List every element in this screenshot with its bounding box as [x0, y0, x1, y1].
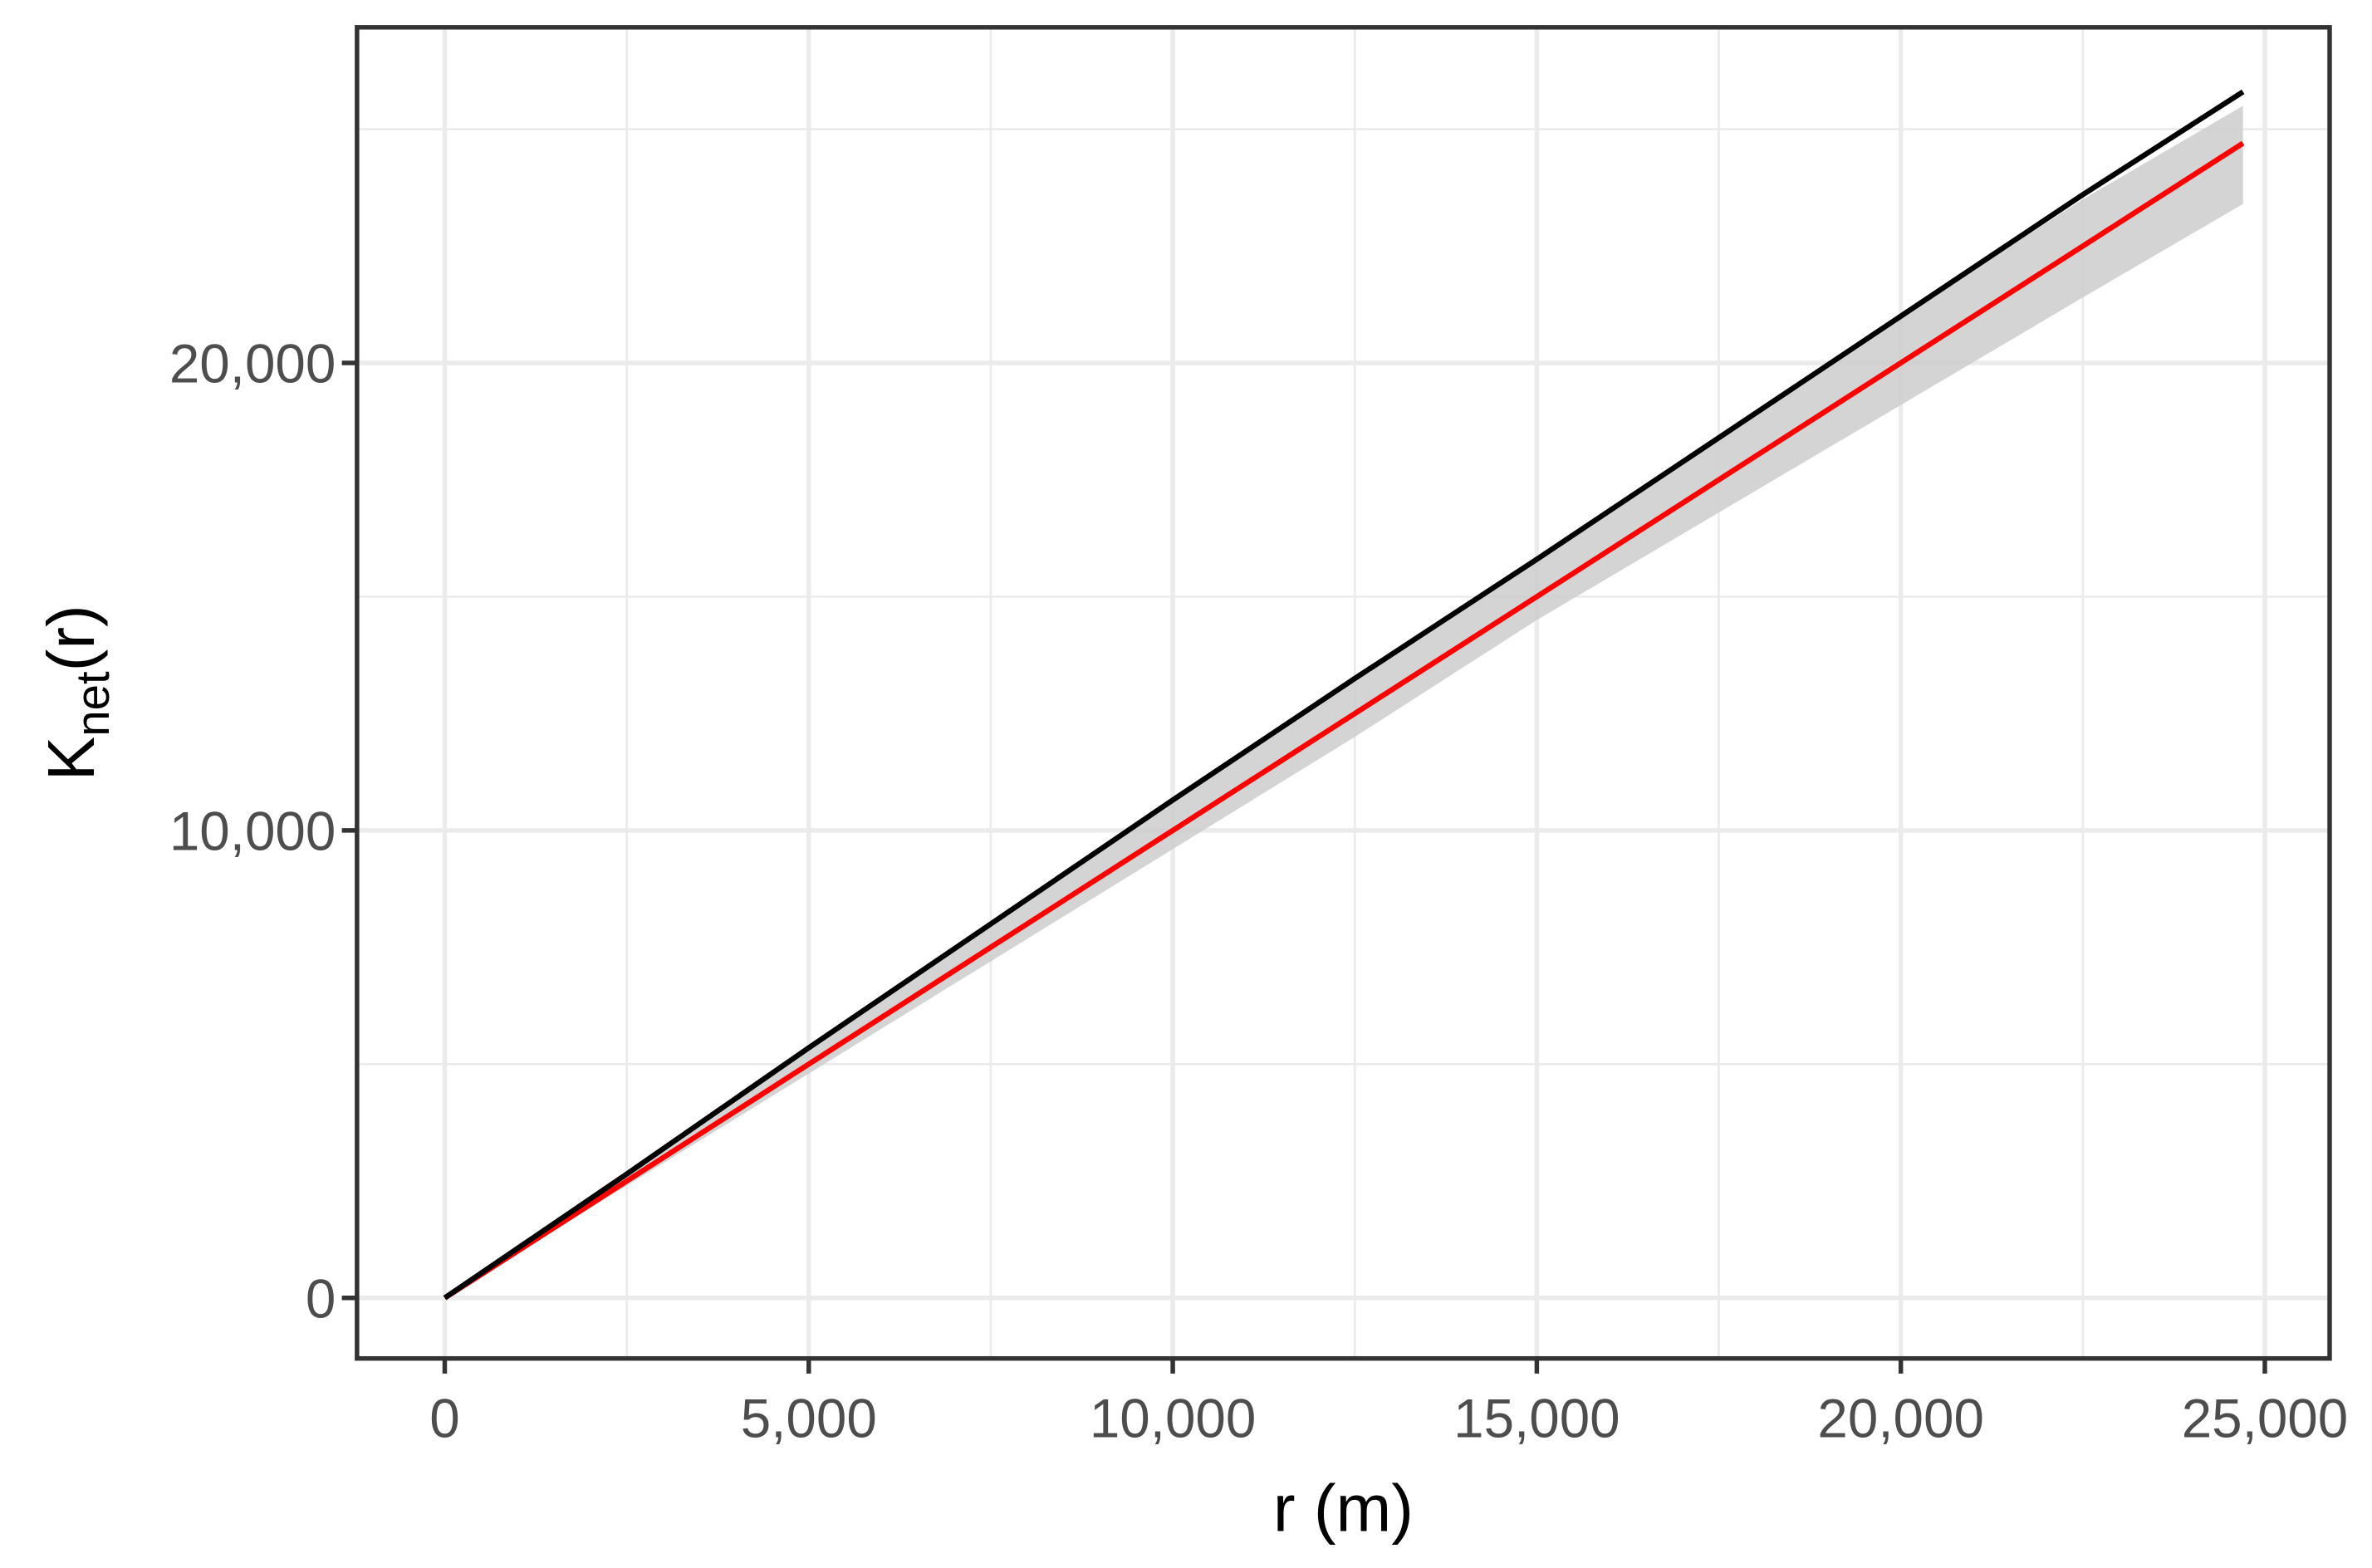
y-tick-label: 20,000 — [169, 334, 336, 394]
envelope-band — [444, 105, 2243, 1298]
panel-border — [355, 25, 2332, 1361]
x-tick-label: 20,000 — [1817, 1388, 1984, 1448]
y-axis-title-sub: net — [66, 671, 119, 737]
y-axis-title: Knet(r) — [33, 605, 119, 781]
x-axis-title: r (m) — [1273, 1470, 1414, 1545]
series-line — [443, 140, 2245, 1301]
y-axis-title-main: K — [33, 737, 108, 781]
y-axis-title-after: (r) — [33, 605, 108, 671]
series-line — [443, 89, 2245, 1301]
x-tick-label: 25,000 — [2182, 1388, 2349, 1448]
y-tick-label: 0 — [306, 1268, 336, 1329]
x-tick-label: 15,000 — [1453, 1388, 1620, 1448]
x-tick-label: 0 — [429, 1388, 459, 1448]
y-tick-label: 10,000 — [169, 801, 336, 862]
x-tick-label: 10,000 — [1090, 1388, 1257, 1448]
x-tick-label: 5,000 — [741, 1388, 877, 1448]
